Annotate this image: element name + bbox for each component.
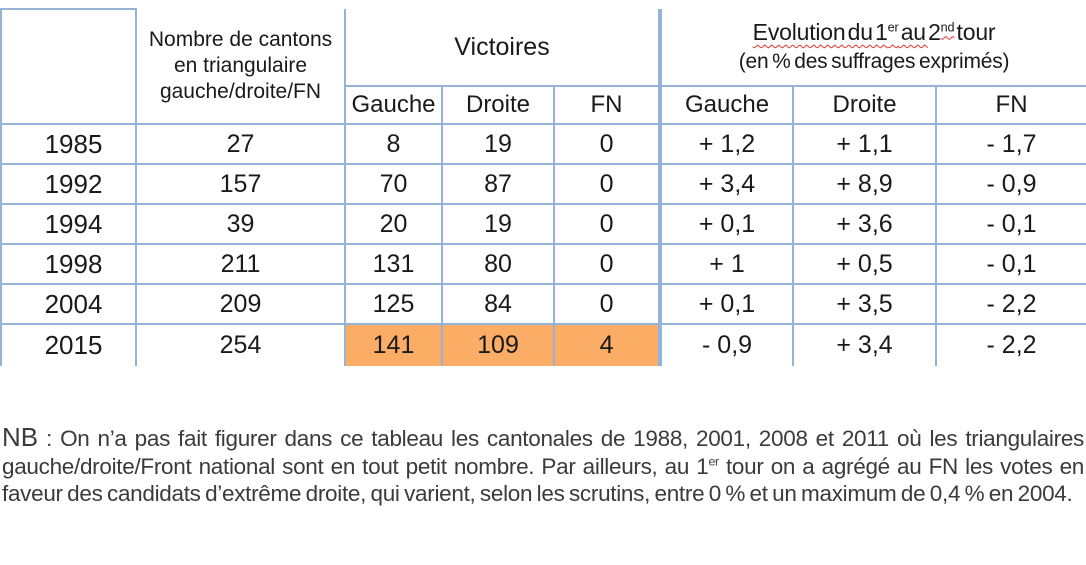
- evolution-header-tour: tour: [954, 19, 996, 45]
- table-row-2015: 2015 254 141 109 4 - 0,9 + 3,4 - 2,2: [0, 323, 1086, 366]
- evolution-droite-cell: + 3,4: [792, 323, 938, 366]
- evolution-fn-cell: - 0,9: [935, 163, 1086, 205]
- evolution-droite-cell: + 3,5: [792, 283, 938, 325]
- evolution-fn-cell: - 0,1: [935, 203, 1086, 245]
- victoires-gauche-cell: 125: [344, 283, 443, 325]
- victoires-fn-cell-highlighted: 4: [552, 323, 663, 366]
- col-header-cantons-line3: gauche/droite/FN: [159, 80, 322, 103]
- victoires-fn-cell: 0: [552, 283, 663, 325]
- footnote-separator: :: [38, 426, 61, 451]
- victoires-droite-cell: 80: [441, 243, 555, 285]
- evolution-fn-cell: - 2,2: [935, 323, 1086, 366]
- footnote-label: NB: [2, 422, 39, 452]
- cantons-cell: 209: [135, 283, 346, 325]
- col-header-evolution: Evolution du 1er au 2nd tour (en % des s…: [658, 9, 1086, 87]
- victoires-fn-cell: 0: [552, 123, 663, 165]
- superscript-er: er: [887, 20, 899, 35]
- evolution-droite-cell: + 1,1: [792, 123, 938, 165]
- subheader-evolution-gauche: Gauche: [658, 85, 795, 125]
- year-cell: 2004: [0, 283, 137, 325]
- evolution-fn-cell: - 1,7: [935, 123, 1086, 165]
- elections-table: Nombre de cantons en triangulaire gauche…: [0, 8, 1086, 366]
- cantons-cell: 27: [135, 123, 346, 165]
- footnote-text-part2: tour on a agrégé au FN les votes en fave…: [2, 453, 1085, 507]
- subheader-victoires-fn: FN: [552, 85, 663, 125]
- cantons-cell: 211: [135, 243, 346, 285]
- table-row-1994: 1994 39 20 19 0 + 0,1 + 3,6 - 0,1: [0, 203, 1086, 245]
- evolution-gauche-cell: + 0,1: [658, 203, 795, 245]
- col-header-cantons-line1: Nombre de cantons: [148, 28, 333, 51]
- evolution-gauche-cell: + 1,2: [658, 123, 795, 165]
- victoires-droite-cell: 19: [441, 123, 555, 165]
- victoires-fn-cell: 0: [552, 163, 663, 205]
- victoires-gauche-cell: 20: [344, 203, 443, 245]
- evolution-droite-cell: + 8,9: [792, 163, 938, 205]
- evolution-droite-cell: + 0,5: [792, 243, 938, 285]
- table-row-2004: 2004 209 125 84 0 + 0,1 + 3,5 - 2,2: [0, 283, 1086, 325]
- evolution-header-squiggled-text: Evolution du 1er au: [752, 19, 929, 45]
- corner-empty-cell: [0, 8, 137, 125]
- evolution-gauche-cell: + 0,1: [658, 283, 795, 325]
- victoires-gauche-cell: 70: [344, 163, 443, 205]
- victoires-gauche-cell-highlighted: 141: [344, 323, 443, 366]
- footnote-paragraph: NB : On n’a pas fait figurer dans ce tab…: [2, 422, 1085, 508]
- evolution-droite-cell: + 3,6: [792, 203, 938, 245]
- victoires-fn-cell: 0: [552, 203, 663, 245]
- evolution-gauche-cell: - 0,9: [658, 323, 795, 366]
- victoires-fn-cell: 0: [552, 243, 663, 285]
- year-cell: 1992: [0, 163, 137, 205]
- col-header-cantons: Nombre de cantons en triangulaire gauche…: [135, 9, 346, 125]
- subheader-evolution-droite: Droite: [792, 85, 938, 125]
- year-cell: 1998: [0, 243, 137, 285]
- col-header-victoires: Victoires: [343, 9, 663, 87]
- table-row-1992: 1992 157 70 87 0 + 3,4 + 8,9 - 0,9: [0, 163, 1086, 205]
- victoires-droite-cell: 87: [441, 163, 555, 205]
- footnote-text-part1: On n’a pas fait figurer dans ce tableau …: [2, 426, 1084, 479]
- cantons-cell: 39: [135, 203, 346, 245]
- superscript-er: er: [708, 454, 719, 468]
- year-cell: 1985: [0, 123, 137, 165]
- evolution-gauche-cell: + 1: [658, 243, 795, 285]
- victoires-gauche-cell: 131: [344, 243, 443, 285]
- table-row-1998: 1998 211 131 80 0 + 1 + 0,5 - 0,1: [0, 243, 1086, 285]
- year-cell: 1994: [0, 203, 137, 245]
- victoires-droite-cell: 19: [441, 203, 555, 245]
- victoires-droite-cell-highlighted: 109: [441, 323, 555, 366]
- table-row-1985: 1985 27 8 19 0 + 1,2 + 1,1 - 1,7: [0, 123, 1086, 165]
- evolution-header-subtitle: (en % des suffrages exprimés): [738, 50, 1010, 73]
- subheader-victoires-droite: Droite: [441, 85, 555, 125]
- evolution-fn-cell: - 0,1: [935, 243, 1086, 285]
- evolution-fn-cell: - 2,2: [935, 283, 1086, 325]
- victoires-droite-cell: 84: [441, 283, 555, 325]
- victoires-gauche-cell: 8: [344, 123, 443, 165]
- cantons-cell: 157: [135, 163, 346, 205]
- subheader-evolution-fn: FN: [935, 85, 1086, 125]
- evolution-gauche-cell: + 3,4: [658, 163, 795, 205]
- superscript-nd: nd: [940, 20, 955, 35]
- col-header-cantons-line2: en triangulaire: [173, 54, 308, 77]
- cantons-cell: 254: [135, 323, 346, 366]
- evolution-header-plain-text: 2: [928, 19, 941, 45]
- year-cell: 2015: [0, 323, 137, 366]
- subheader-victoires-gauche: Gauche: [344, 85, 443, 125]
